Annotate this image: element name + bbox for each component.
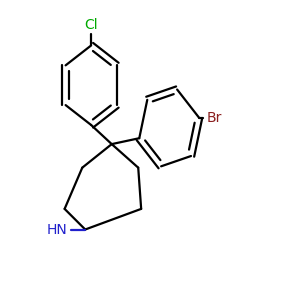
Text: Cl: Cl	[84, 18, 98, 32]
Text: HN: HN	[47, 223, 68, 236]
Text: Br: Br	[206, 111, 222, 124]
